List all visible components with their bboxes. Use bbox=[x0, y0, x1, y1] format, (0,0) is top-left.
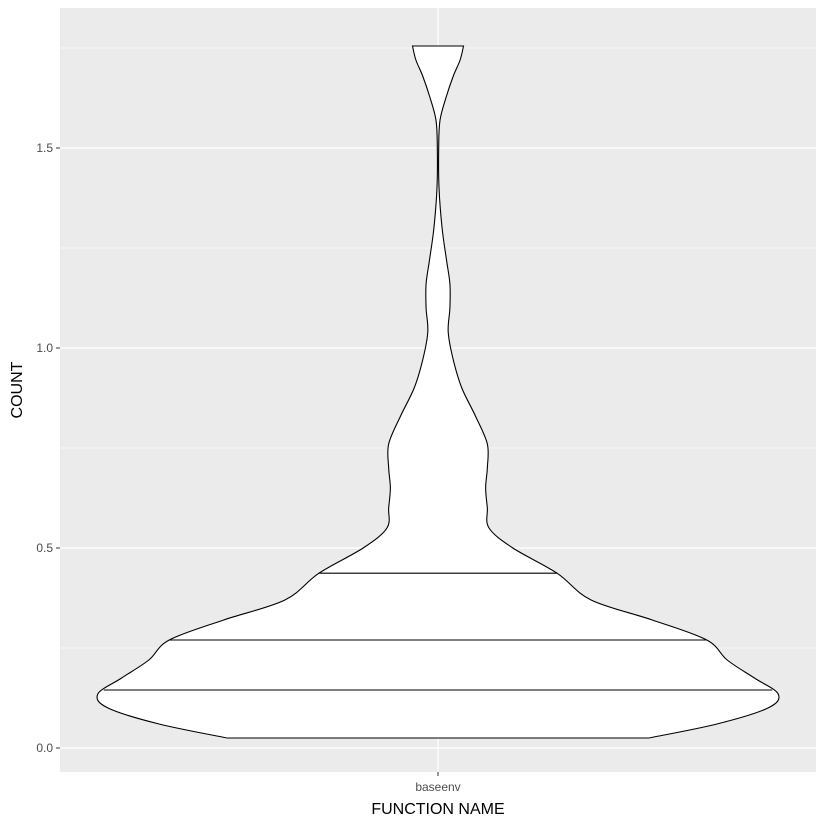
violin-layer bbox=[96, 45, 780, 739]
x-axis: baseenv bbox=[415, 772, 461, 794]
x-tick-label: baseenv bbox=[415, 780, 460, 794]
y-tick-label: 1.0 bbox=[36, 341, 53, 355]
y-axis-title: COUNT bbox=[9, 361, 26, 418]
y-tick-label: 0.0 bbox=[36, 741, 53, 755]
y-axis: 0.0 0.5 1.0 1.5 bbox=[36, 141, 60, 755]
x-axis-title: FUNCTION NAME bbox=[371, 801, 504, 818]
violin-body bbox=[96, 45, 780, 739]
y-tick-label: 0.5 bbox=[36, 541, 53, 555]
y-tick-label: 1.5 bbox=[36, 141, 53, 155]
